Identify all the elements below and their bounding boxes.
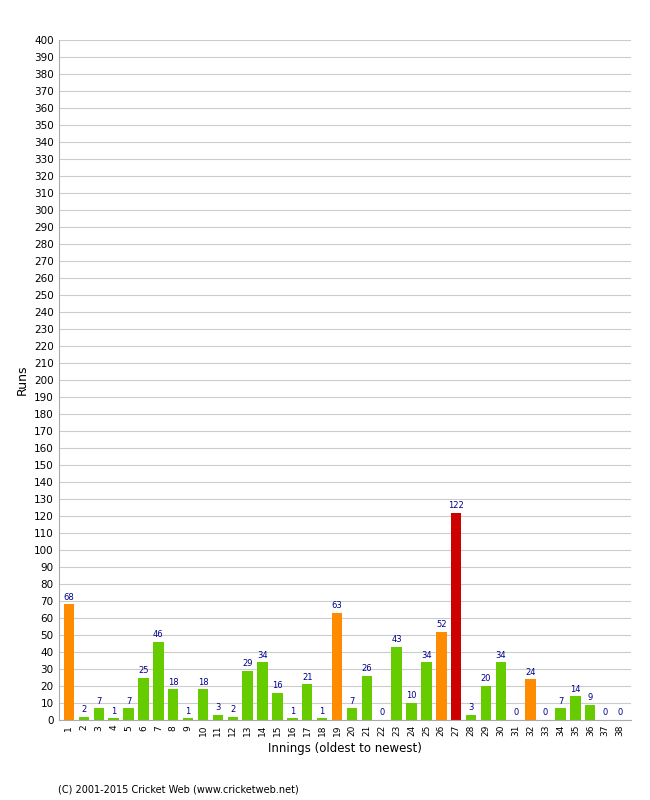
Text: 9: 9 bbox=[588, 693, 593, 702]
Text: 0: 0 bbox=[603, 709, 608, 718]
Bar bbox=[242, 670, 253, 720]
Bar bbox=[332, 613, 343, 720]
Bar bbox=[317, 718, 328, 720]
Text: 0: 0 bbox=[379, 709, 384, 718]
Bar bbox=[346, 708, 357, 720]
Bar bbox=[406, 703, 417, 720]
Text: 7: 7 bbox=[126, 697, 131, 706]
Text: 24: 24 bbox=[525, 668, 536, 677]
Text: 7: 7 bbox=[558, 697, 563, 706]
Text: 52: 52 bbox=[436, 620, 447, 629]
Bar bbox=[257, 662, 268, 720]
Bar bbox=[153, 642, 164, 720]
Text: 3: 3 bbox=[469, 703, 474, 712]
Text: 7: 7 bbox=[349, 697, 355, 706]
Bar bbox=[138, 678, 149, 720]
Text: 2: 2 bbox=[230, 705, 235, 714]
Text: 26: 26 bbox=[361, 664, 372, 674]
Text: 20: 20 bbox=[481, 674, 491, 683]
Text: 18: 18 bbox=[198, 678, 208, 687]
Text: 21: 21 bbox=[302, 673, 313, 682]
Text: 0: 0 bbox=[543, 709, 548, 718]
Bar bbox=[302, 684, 313, 720]
Text: 14: 14 bbox=[570, 685, 580, 694]
Text: 10: 10 bbox=[406, 691, 417, 701]
Bar bbox=[227, 717, 238, 720]
Bar bbox=[94, 708, 104, 720]
Bar bbox=[570, 696, 580, 720]
Text: 46: 46 bbox=[153, 630, 164, 639]
Text: 122: 122 bbox=[448, 501, 464, 510]
Bar bbox=[183, 718, 193, 720]
Text: 16: 16 bbox=[272, 682, 283, 690]
Text: 1: 1 bbox=[111, 706, 116, 716]
Text: 1: 1 bbox=[320, 706, 325, 716]
Bar bbox=[361, 676, 372, 720]
Text: 1: 1 bbox=[185, 706, 190, 716]
Text: 68: 68 bbox=[64, 593, 74, 602]
Bar bbox=[481, 686, 491, 720]
Text: 18: 18 bbox=[168, 678, 179, 687]
Bar bbox=[451, 513, 462, 720]
Bar bbox=[421, 662, 432, 720]
Text: 34: 34 bbox=[257, 650, 268, 660]
Text: (C) 2001-2015 Cricket Web (www.cricketweb.net): (C) 2001-2015 Cricket Web (www.cricketwe… bbox=[58, 784, 299, 794]
X-axis label: Innings (oldest to newest): Innings (oldest to newest) bbox=[268, 742, 421, 755]
Text: 29: 29 bbox=[242, 659, 253, 668]
Bar bbox=[272, 693, 283, 720]
Text: 7: 7 bbox=[96, 697, 101, 706]
Bar bbox=[213, 715, 223, 720]
Y-axis label: Runs: Runs bbox=[16, 365, 29, 395]
Bar bbox=[109, 718, 119, 720]
Bar bbox=[79, 717, 89, 720]
Bar bbox=[124, 708, 134, 720]
Bar bbox=[198, 690, 208, 720]
Text: 0: 0 bbox=[514, 709, 519, 718]
Text: 0: 0 bbox=[618, 709, 623, 718]
Bar bbox=[466, 715, 476, 720]
Bar bbox=[168, 690, 178, 720]
Bar bbox=[64, 605, 74, 720]
Text: 2: 2 bbox=[81, 705, 86, 714]
Text: 43: 43 bbox=[391, 635, 402, 644]
Text: 34: 34 bbox=[495, 650, 506, 660]
Text: 1: 1 bbox=[290, 706, 295, 716]
Text: 25: 25 bbox=[138, 666, 149, 675]
Bar bbox=[436, 632, 447, 720]
Bar bbox=[391, 647, 402, 720]
Bar bbox=[525, 679, 536, 720]
Text: 3: 3 bbox=[215, 703, 220, 712]
Text: 63: 63 bbox=[332, 602, 343, 610]
Text: 34: 34 bbox=[421, 650, 432, 660]
Bar bbox=[496, 662, 506, 720]
Bar bbox=[585, 705, 595, 720]
Bar bbox=[555, 708, 566, 720]
Bar bbox=[287, 718, 298, 720]
